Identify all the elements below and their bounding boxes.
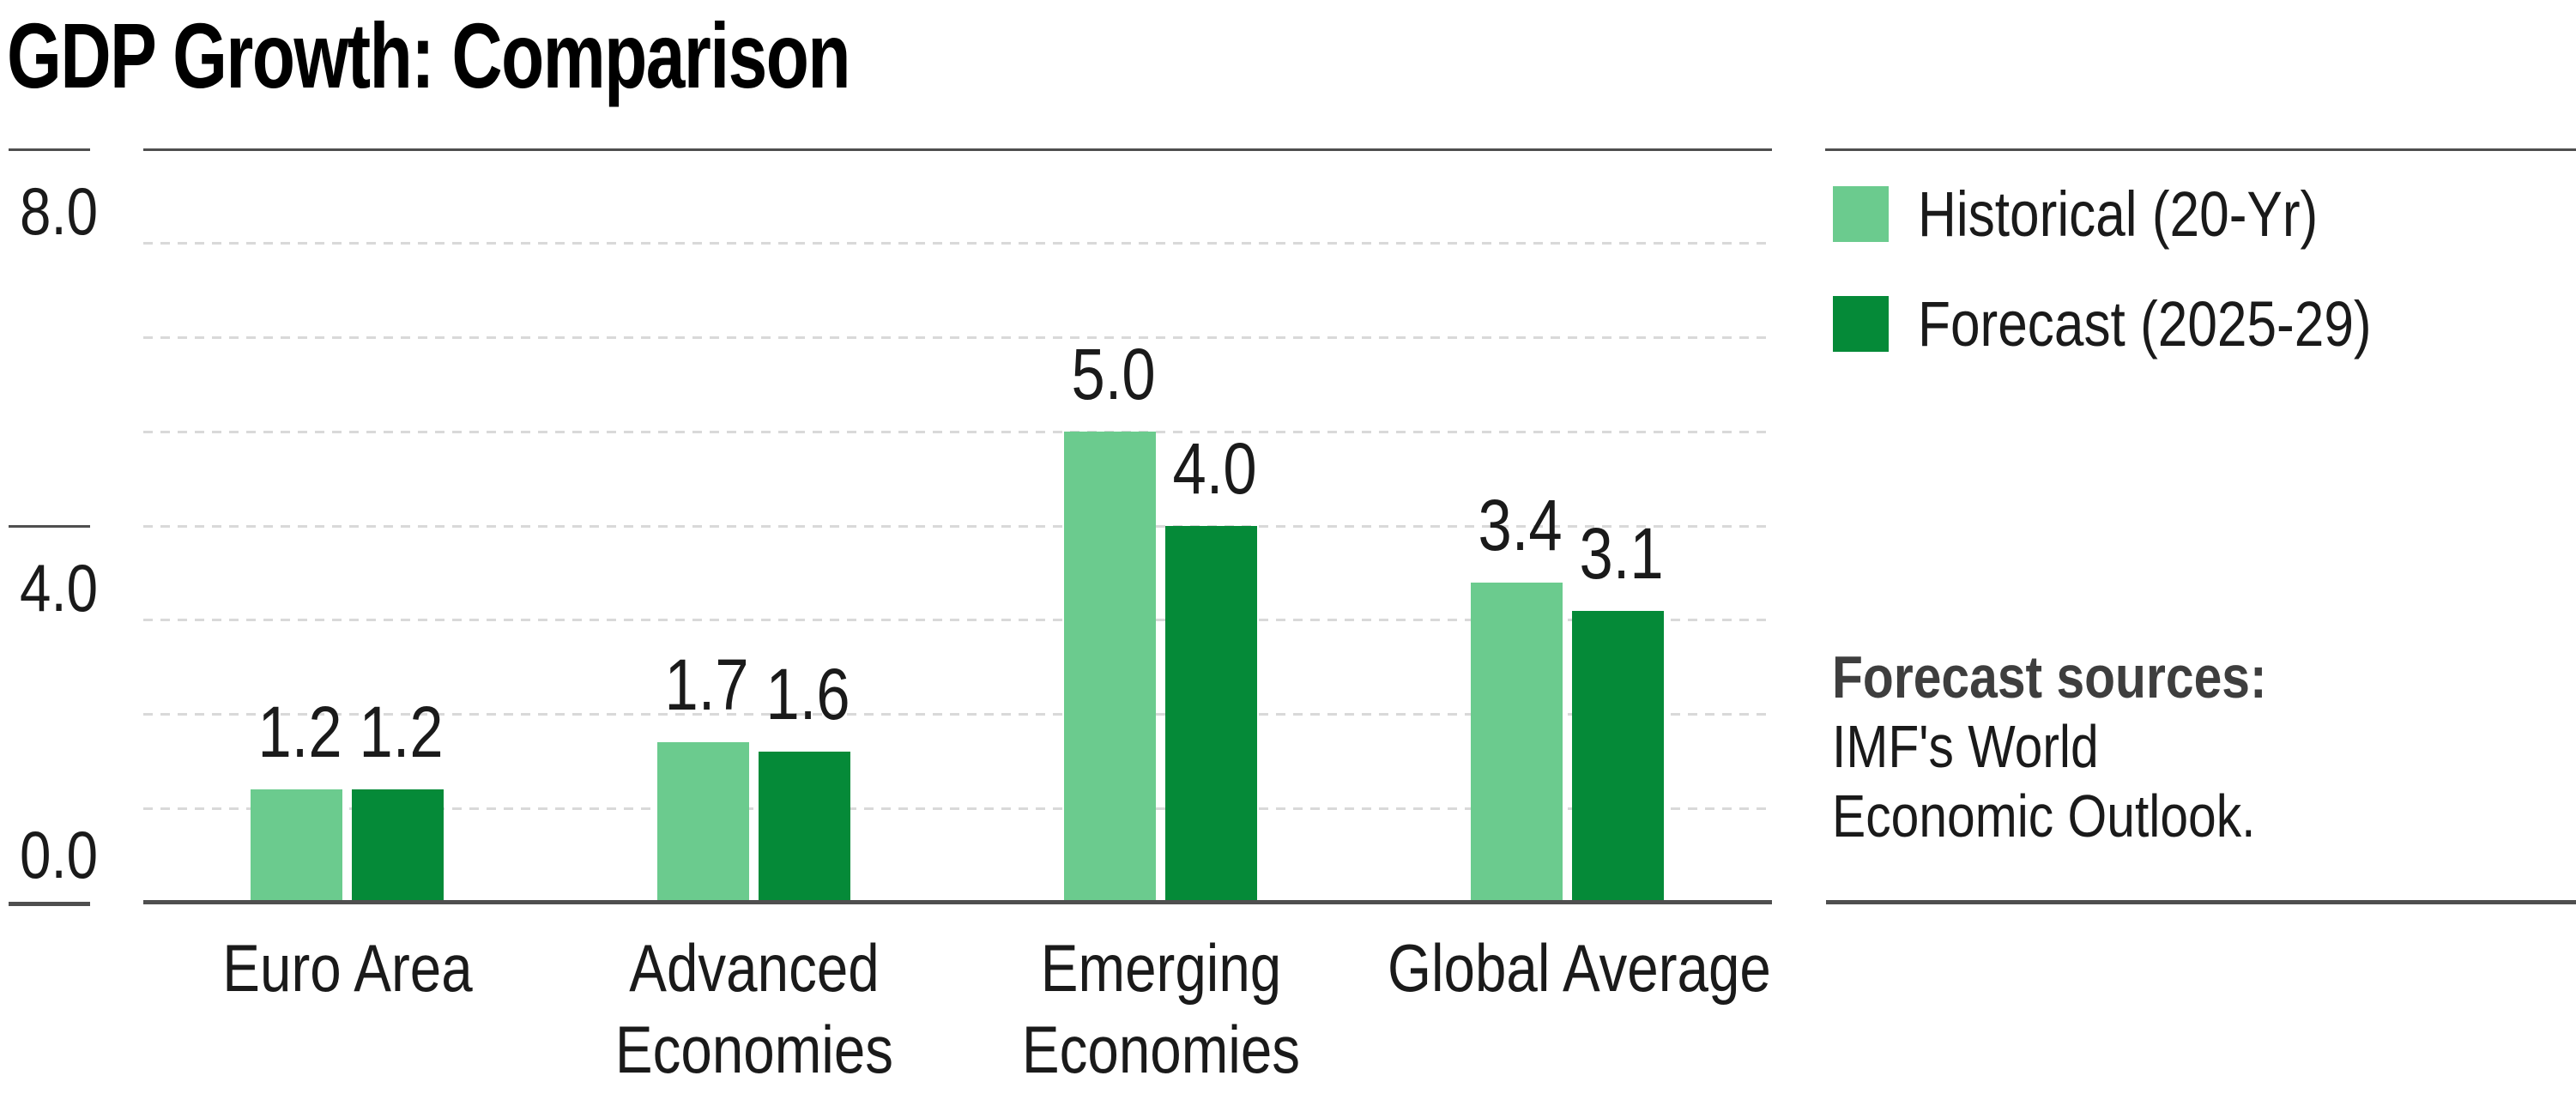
chart-title: GDP Growth: Comparison	[7, 3, 850, 107]
source-note-body: IMF's World Economic Outlook.	[1832, 712, 2553, 851]
plot-area	[143, 148, 1772, 904]
y-tick-line-0-0	[9, 902, 90, 906]
legend-swatch-forecast-2025-29	[1833, 296, 1889, 352]
gridline-7	[143, 242, 1772, 245]
gridline-6	[143, 336, 1772, 339]
legend-item-forecast-2025-29: Forecast (2025-29)	[1833, 292, 2458, 355]
x-axis-baseline	[143, 900, 1772, 904]
right-panel-top-rule	[1825, 148, 2576, 151]
x-axis-label-line: Emerging	[1040, 930, 1281, 1006]
source-note-line: Economic Outlook.	[1832, 783, 2256, 849]
x-axis-label-euro-area: Euro Area	[167, 928, 528, 1009]
x-axis-label-advanced-economies: Advanced Economies	[574, 928, 934, 1091]
value-label-historical-20-yr-emerging-economies: 5.0	[1071, 334, 1156, 415]
x-axis-label-emerging-economies: Emerging Economies	[981, 928, 1341, 1091]
value-label-historical-20-yr-global-average: 3.4	[1478, 484, 1563, 565]
bar-forecast-2025-29-emerging-economies	[1165, 526, 1257, 902]
x-axis-label-line: Euro Area	[221, 930, 473, 1006]
bar-historical-20-yr-global-average	[1471, 582, 1563, 902]
gridline-5	[143, 430, 1772, 433]
gridline-4	[143, 524, 1772, 528]
x-axis-label-global-average: Global Average	[1387, 928, 1771, 1009]
value-label-historical-20-yr-euro-area: 1.2	[257, 692, 342, 773]
y-tick-label-4-0: 4.0	[20, 550, 99, 626]
value-label-forecast-2025-29-emerging-economies: 4.0	[1172, 428, 1257, 509]
y-tick-line-8-0	[9, 148, 90, 151]
legend-label: Forecast (2025-29)	[1918, 287, 2372, 360]
legend-swatch-historical-20-yr	[1833, 186, 1889, 242]
y-tick-label-0-0: 0.0	[20, 817, 99, 892]
plot-top-rule	[143, 148, 1772, 151]
bar-forecast-2025-29-global-average	[1572, 610, 1664, 902]
value-label-historical-20-yr-advanced-economies: 1.7	[664, 644, 749, 726]
bar-forecast-2025-29-advanced-economies	[759, 752, 850, 902]
value-label-forecast-2025-29-global-average: 3.1	[1579, 512, 1664, 594]
y-tick-line-4-0	[9, 525, 90, 528]
legend-label: Historical (20-Yr)	[1918, 178, 2319, 250]
source-note-line: IMF's World	[1832, 713, 2099, 780]
source-note-header: Forecast sources:	[1832, 644, 2267, 710]
bar-historical-20-yr-advanced-economies	[657, 742, 749, 902]
gridline-3	[143, 619, 1772, 622]
bar-historical-20-yr-emerging-economies	[1064, 432, 1156, 902]
gridline-1	[143, 807, 1772, 810]
bar-historical-20-yr-euro-area	[251, 789, 342, 902]
legend-item-historical-20-yr: Historical (20-Yr)	[1833, 182, 2394, 245]
right-panel-bottom-rule	[1826, 900, 2576, 904]
y-tick-label-8-0: 8.0	[20, 173, 99, 249]
value-label-forecast-2025-29-euro-area: 1.2	[359, 692, 444, 773]
bar-forecast-2025-29-euro-area	[352, 789, 444, 902]
value-label-forecast-2025-29-advanced-economies: 1.6	[765, 654, 850, 735]
x-axis-label-line: Economies	[614, 1012, 893, 1087]
source-note: Forecast sources: IMF's World Economic Ou…	[1832, 643, 2553, 851]
x-axis-label-line: Advanced	[628, 930, 880, 1006]
x-axis-label-line: Global Average	[1387, 930, 1771, 1006]
gridline-2	[143, 713, 1772, 716]
x-axis-label-line: Economies	[1021, 1012, 1300, 1087]
